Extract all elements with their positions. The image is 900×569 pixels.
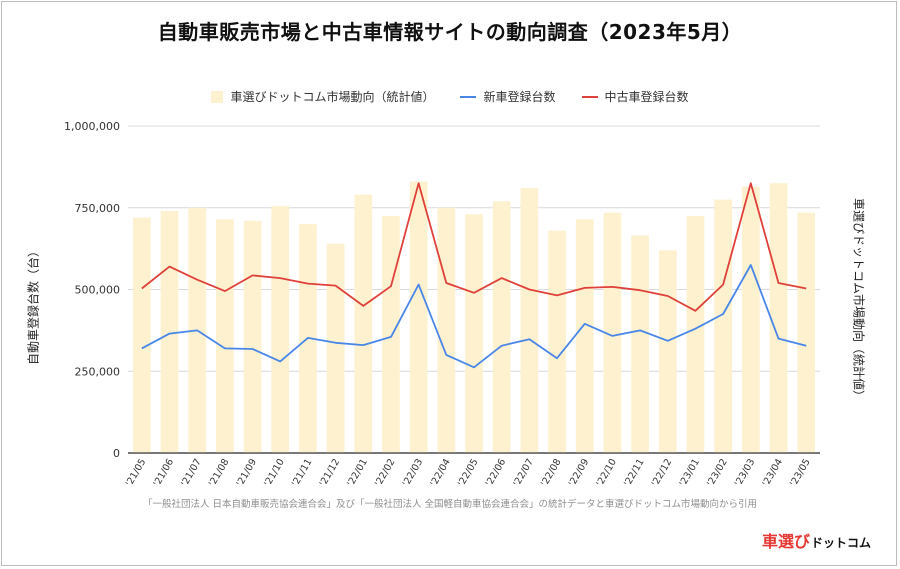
bar [797, 212, 816, 453]
legend-label-new-cars: 新車登録台数 [483, 90, 556, 104]
brand-logo: 車選び ドットコム [762, 528, 871, 552]
series-line-used-cars [141, 182, 807, 312]
x-tick-label: '21/12 [318, 457, 343, 488]
x-tick-label: '23/04 [761, 457, 786, 488]
legend-item-used-cars: 中古車登録台数 [581, 88, 689, 105]
x-tick-label: '22/09 [567, 457, 592, 488]
legend-item-new-cars: 新車登録台数 [460, 88, 556, 105]
x-tick-label: '21/05 [124, 457, 149, 488]
bar [409, 181, 428, 453]
x-tick-label: '22/02 [373, 457, 398, 488]
x-tick-label: '22/04 [428, 457, 453, 488]
x-tick-label: '21/08 [207, 457, 232, 488]
y-tick-label: 500,000 [75, 284, 121, 297]
y-tick-label: 250,000 [75, 365, 121, 378]
bar [631, 235, 649, 453]
legend: 車選びドットコム市場動向（統計値） 新車登録台数 中古車登録台数 [0, 88, 900, 105]
x-tick-label: '21/06 [152, 457, 177, 488]
chart-title: 自動車販売市場と中古車情報サイトの動向調査（2023年5月） [157, 20, 743, 44]
legend-swatch-new-cars [460, 95, 477, 98]
x-tick-label: '22/12 [650, 457, 675, 488]
bar [658, 250, 677, 453]
logo-sub-text: ドットコム [811, 536, 872, 550]
x-tick-label: '22/11 [622, 457, 647, 488]
legend-item-market: 車選びドットコム市場動向（統計値） [211, 88, 434, 105]
bar [132, 217, 151, 453]
x-tick-label: '22/10 [594, 457, 619, 488]
x-tick-label: '23/01 [678, 457, 703, 488]
source-note: 「一般社団法人 日本自動車販売協会連合会」及び「一般社団法人 全国軽自動車協会連… [142, 499, 758, 510]
x-tick-label: '22/05 [456, 457, 481, 488]
x-tick-label: '22/07 [511, 457, 536, 488]
legend-label-market: 車選びドットコム市場動向（統計値） [230, 90, 435, 104]
x-tick-label: '23/05 [788, 457, 813, 488]
y-tick-label: 1,000,000 [64, 120, 120, 133]
bar [465, 214, 483, 453]
legend-swatch-market [211, 90, 224, 103]
bar [769, 183, 788, 453]
x-tick-label: '22/08 [539, 457, 564, 488]
bar [603, 212, 622, 453]
x-tick-label: '21/07 [179, 457, 204, 488]
x-tick-label: '21/10 [262, 457, 287, 488]
bar [160, 211, 179, 453]
y-tick-label: 0 [113, 447, 120, 460]
logo-main-text: 車選び [762, 532, 811, 551]
legend-label-used-cars: 中古車登録台数 [604, 90, 689, 104]
x-tick-label: '21/11 [290, 457, 315, 488]
bar [520, 188, 539, 453]
bar [714, 199, 732, 453]
bar [243, 220, 262, 453]
y-tick-label: 750,000 [75, 202, 121, 215]
bar [382, 215, 400, 453]
bar [271, 206, 290, 453]
x-tick-label: '23/02 [705, 457, 730, 488]
bar [326, 243, 345, 453]
bar [575, 219, 594, 453]
x-tick-label: '22/01 [345, 457, 370, 488]
bar [216, 219, 234, 453]
bar [437, 207, 456, 453]
x-tick-label: '22/06 [484, 457, 509, 488]
x-tick-label: '21/09 [235, 457, 260, 488]
bar [741, 186, 760, 453]
x-tick-label: '22/03 [401, 457, 426, 488]
bar [354, 194, 373, 454]
legend-swatch-used-cars [581, 95, 598, 98]
x-tick-label: '23/03 [733, 457, 758, 488]
bar [492, 201, 511, 453]
series-line-new-cars [141, 264, 807, 369]
bar [686, 215, 705, 453]
bar [548, 230, 566, 453]
